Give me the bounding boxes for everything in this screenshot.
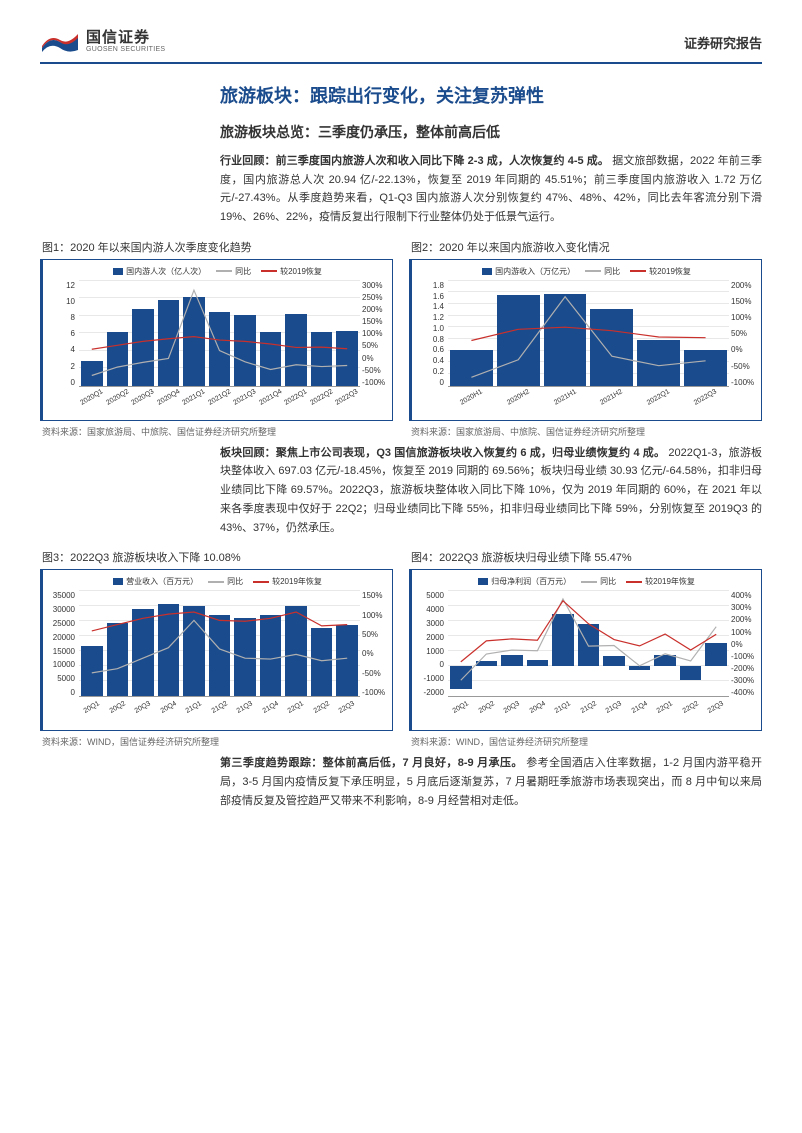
c4-source: 资料来源：WIND，国信证券经济研究所整理 — [409, 735, 762, 748]
c3-title: 图3：2022Q3 旅游板块收入下降 10.08% — [40, 549, 393, 565]
c1-chart: 国内游人次（亿人次）同比较2019恢复024681012-100%-50%0%5… — [40, 259, 393, 421]
report-header: 国信证券 GUOSEN SECURITIES 证券研究报告 — [40, 28, 762, 64]
c2-chart: 国内游收入（万亿元）同比较2019恢复00.20.40.60.81.01.21.… — [409, 259, 762, 421]
c2-source: 资料来源：国家旅游局、中旅院、国信证券经济研究所整理 — [409, 425, 762, 438]
c4-title: 图4：2022Q3 旅游板块归母业绩下降 55.47% — [409, 549, 762, 565]
paragraph-3: 第三季度趋势跟踪：整体前高后低，7 月良好，8-9 月承压。 参考全国酒店入住率… — [40, 754, 762, 810]
c3-source: 资料来源：WIND，国信证券经济研究所整理 — [40, 735, 393, 748]
p2-body: 2022Q1-3，旅游板块整体收入 697.03 亿元/-18.45%，恢复至 … — [220, 447, 762, 534]
p1-lead: 行业回顾：前三季度国内旅游人次和收入同比下降 2-3 成，人次恢复约 4-5 成… — [220, 155, 609, 167]
c3-chart: 营业收入（百万元）同比较2019年恢复050001000015000200002… — [40, 569, 393, 731]
subtitle: 旅游板块总览：三季度仍承压，整体前高后低 — [40, 122, 762, 142]
p3-lead: 第三季度趋势跟踪：整体前高后低，7 月良好，8-9 月承压。 — [220, 757, 523, 769]
main-title: 旅游板块：跟踪出行变化，关注复苏弹性 — [40, 82, 762, 108]
c2-title: 图2：2020 年以来国内旅游收入变化情况 — [409, 239, 762, 255]
guosen-logo-icon — [40, 28, 80, 56]
logo-cn: 国信证券 — [86, 30, 165, 47]
report-type: 证券研究报告 — [684, 33, 762, 52]
logo-en: GUOSEN SECURITIES — [86, 46, 165, 54]
chart-row-2: 图3：2022Q3 旅游板块收入下降 10.08% 营业收入（百万元）同比较201… — [40, 549, 762, 748]
logo-area: 国信证券 GUOSEN SECURITIES — [40, 28, 165, 56]
paragraph-2: 板块回顾：聚焦上市公司表现，Q3 国信旅游板块收入恢复约 6 成，归母业绩恢复约… — [40, 444, 762, 537]
chart-row-1: 图1：2020 年以来国内游人次季度变化趋势国内游人次（亿人次）同比较2019恢… — [40, 239, 762, 438]
c4-chart: 归母净利润（百万元）同比较2019年恢复-2000-10000100020003… — [409, 569, 762, 731]
c1-title: 图1：2020 年以来国内游人次季度变化趋势 — [40, 239, 393, 255]
p2-lead: 板块回顾：聚焦上市公司表现，Q3 国信旅游板块收入恢复约 6 成，归母业绩恢复约… — [220, 447, 665, 459]
c1-source: 资料来源：国家旅游局、中旅院、国信证券经济研究所整理 — [40, 425, 393, 438]
paragraph-1: 行业回顾：前三季度国内旅游人次和收入同比下降 2-3 成，人次恢复约 4-5 成… — [40, 152, 762, 227]
